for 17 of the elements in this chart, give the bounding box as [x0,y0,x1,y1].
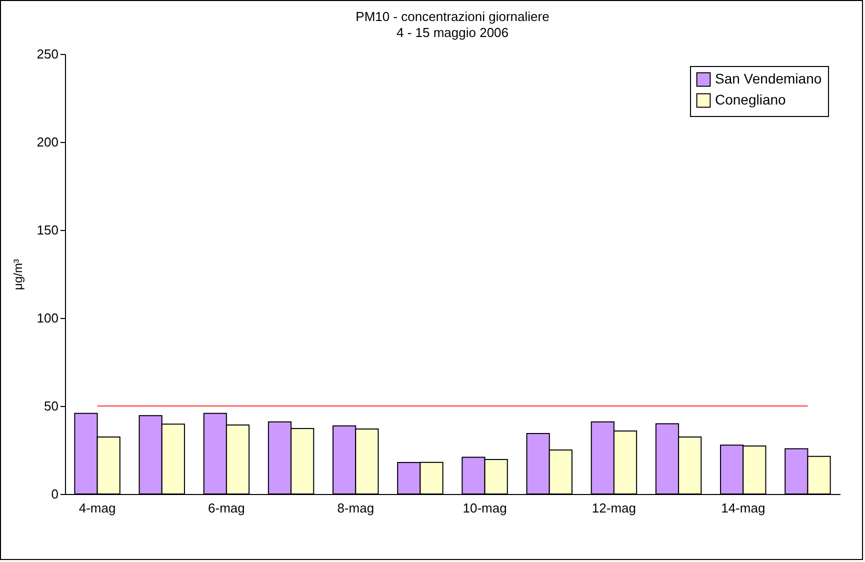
chart-title: PM10 - concentrazioni giornaliere [356,9,550,24]
legend-label: Conegliano [715,92,786,108]
x-tick-label: 10-mag [462,500,507,516]
y-tick-label: 150 [36,222,58,238]
x-tick-label: 4-mag [78,500,116,516]
chart-subtitle: 4 - 15 maggio 2006 [396,25,509,40]
y-tick-label: 50 [44,398,58,414]
y-tick-label: 0 [51,486,58,502]
y-tick-label: 100 [36,310,58,326]
legend-label: San Vendemiano [715,70,822,86]
y-axis-title: μg/m³ [10,259,25,290]
x-tick-label: 8-mag [337,500,374,516]
x-tick-label: 14-mag [721,500,766,516]
x-tick-label: 6-mag [208,500,245,516]
x-tick-label: 12-mag [592,500,636,516]
y-tick-label: 200 [36,134,58,150]
y-tick-label: 250 [36,46,58,62]
